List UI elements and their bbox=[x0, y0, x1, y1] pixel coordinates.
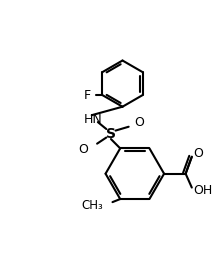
Text: O: O bbox=[193, 147, 203, 160]
Text: OH: OH bbox=[193, 184, 213, 197]
Text: O: O bbox=[134, 116, 144, 129]
Text: F: F bbox=[84, 89, 91, 102]
Text: S: S bbox=[106, 127, 116, 141]
Text: HN: HN bbox=[84, 113, 103, 126]
Text: O: O bbox=[78, 143, 88, 156]
Text: CH₃: CH₃ bbox=[82, 199, 103, 212]
